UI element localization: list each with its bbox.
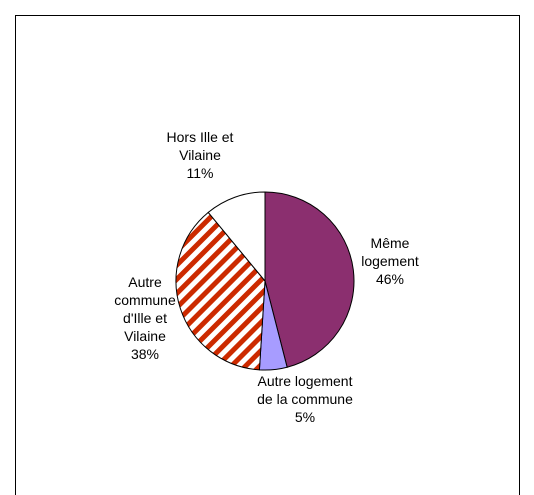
pie-slice	[264, 191, 355, 368]
category-label: Même logement	[361, 235, 419, 269]
category-label: Autre commune d'Ille et Vilaine	[114, 274, 176, 344]
slice-label: Autre logement de la commune 5%	[250, 372, 360, 426]
category-label: Autre logement de la commune	[257, 373, 353, 407]
category-label: Hors Ille et Vilaine	[166, 129, 234, 163]
slice-label: Autre commune d'Ille et Vilaine 38%	[105, 273, 185, 363]
value-label: 5%	[294, 409, 316, 425]
chart-frame	[15, 15, 520, 495]
pie-slice	[175, 211, 266, 371]
slice-label: Même logement 46%	[355, 234, 425, 288]
value-label: 38%	[130, 346, 160, 362]
value-label: 46%	[375, 271, 405, 287]
slice-label: Hors Ille et Vilaine 11%	[150, 128, 250, 182]
pie-slice	[207, 191, 266, 283]
value-label: 11%	[186, 165, 214, 181]
